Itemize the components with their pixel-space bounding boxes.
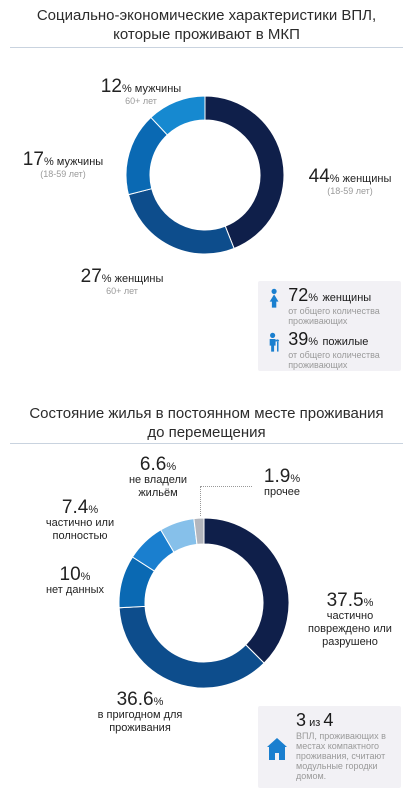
housing-info-text: 3 из 4 ВПЛ, проживающих в местах компакт… [296, 710, 386, 781]
leader-line [200, 486, 201, 516]
donut-slice [203, 517, 290, 664]
house-icon [267, 738, 287, 760]
donut-chart-demographics [125, 95, 285, 255]
donut-chart-housing [118, 517, 290, 689]
label-women-18-59: 44% женщины (18-59 лет) [308, 166, 392, 196]
housing-info-box: 3 из 4 ВПЛ, проживающих в местах компакт… [258, 706, 401, 788]
label-other: 1.9% прочее [263, 466, 301, 498]
label-damaged: 37.5% частично повреждено или разрушено [308, 590, 392, 648]
leader-line [200, 486, 252, 487]
info-women: 72% женщины от общего количества прожива… [266, 285, 401, 326]
label-no-data: 10% нет данных [45, 564, 104, 596]
donut-slice [127, 188, 235, 255]
donut-slice [193, 517, 205, 545]
elderly-icon [269, 332, 280, 352]
info-elderly: 39% пожилые от общего количества прожива… [266, 329, 401, 370]
donut-slice [204, 95, 285, 250]
divider [10, 443, 403, 444]
section2-title: Состояние жилья в постоянном месте прожи… [29, 405, 384, 441]
donut-slice [118, 605, 265, 689]
section1-title: Социально-экономические характеристики В… [36, 7, 377, 43]
woman-icon [269, 288, 279, 308]
label-partial-full: 7.4% частично или полностью [45, 497, 115, 542]
label-habitable: 36.6% в пригодном для проживания [97, 689, 183, 734]
label-no-housing: 6.6% не владели жильём [128, 454, 188, 499]
divider [10, 47, 403, 48]
label-women-60: 27% женщины 60+ лет [80, 266, 164, 296]
demographics-info-box: 72% женщины от общего количества прожива… [258, 281, 401, 371]
donut-slice [150, 95, 206, 136]
label-men-18-59: 17% мужчины (18-59 лет) [22, 149, 104, 179]
label-men-60: 12% мужчины 60+ лет [100, 76, 182, 106]
